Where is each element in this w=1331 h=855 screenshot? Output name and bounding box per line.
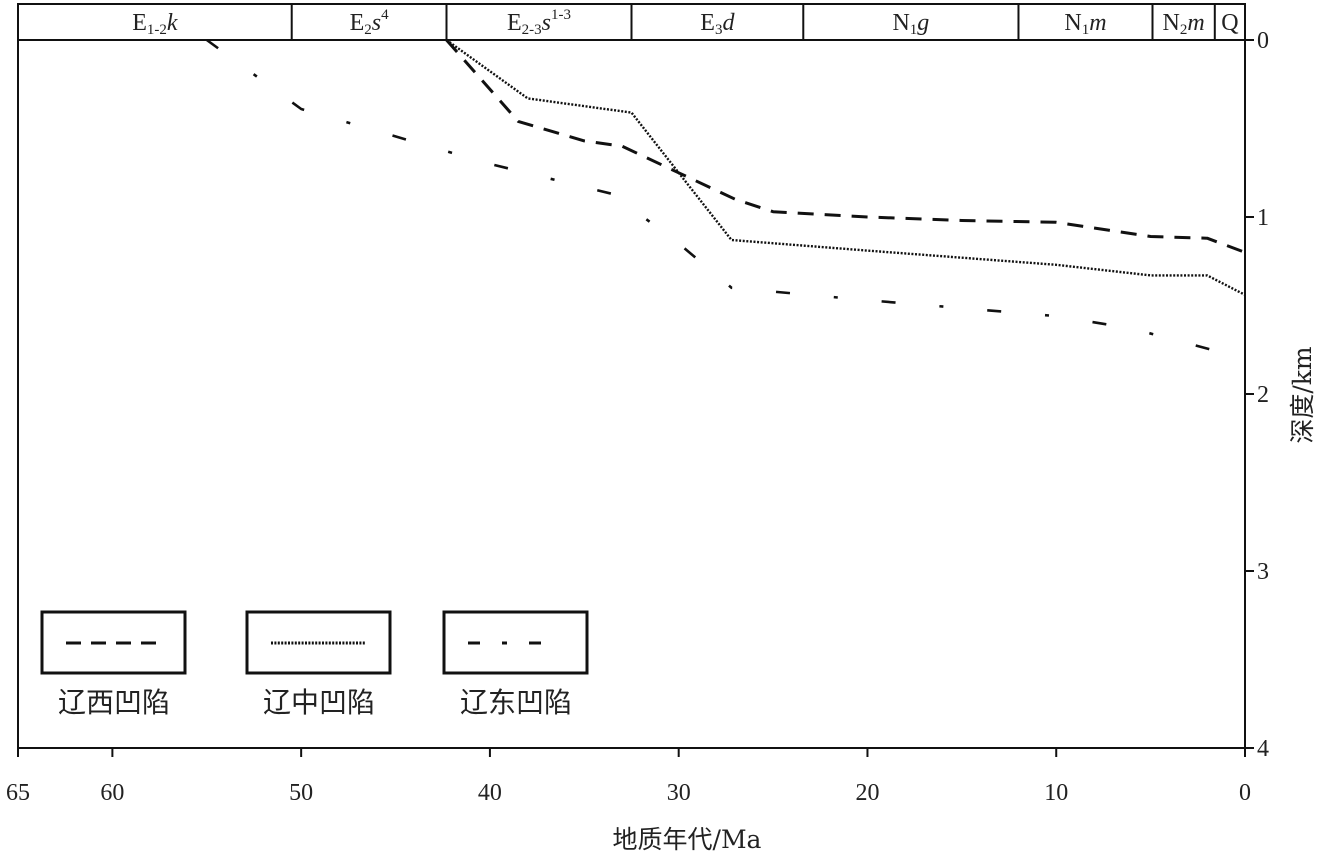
strata-label: N2m: [1163, 10, 1205, 38]
x-tick-label: 30: [667, 780, 691, 806]
legend-item: 辽西凹陷: [40, 610, 187, 719]
y-axis-title: 深度/km: [1288, 346, 1317, 444]
strata-label: E3d: [700, 10, 735, 38]
x-tick-label: 40: [478, 780, 502, 806]
series-line-2: [445, 39, 1246, 296]
x-axis-title: 地质年代/Ma: [613, 825, 762, 854]
legend-label: 辽东凹陷: [460, 686, 572, 719]
strata-label: E2-3s1-3: [507, 7, 571, 38]
y-tick-label: 0: [1257, 28, 1269, 54]
stratigraphic-column: E1-2k E2s4 E2-3s1-3 E3d N1g N1m N2m Q: [17, 3, 1246, 41]
legend-box: [245, 610, 392, 675]
series-line-1: [445, 39, 1246, 254]
legend-box: [442, 610, 589, 675]
x-tick-label: 50: [289, 780, 313, 806]
legend: 辽西凹陷 辽中凹陷 辽东凹陷: [40, 610, 589, 719]
strata-label: E1-2k: [132, 10, 178, 38]
y-tick-label: 4: [1257, 736, 1269, 762]
legend-label: 辽中凹陷: [263, 686, 375, 719]
x-tick-label: 60: [100, 780, 124, 806]
strata-label: N1m: [1064, 10, 1106, 38]
x-tick-label: 65: [6, 780, 30, 806]
legend-box: [40, 610, 187, 675]
y-tick-label: 2: [1257, 382, 1269, 408]
strata-label: E2s4: [350, 7, 390, 38]
series-lines: [206, 38, 1246, 360]
x-tick-label: 20: [855, 780, 879, 806]
legend-item: 辽中凹陷: [245, 610, 392, 719]
x-tick-label: 0: [1239, 780, 1251, 806]
axes: 65 60 50 40 30 20 10 0 0 1 2 3 4: [6, 28, 1269, 806]
legend-item: 辽东凹陷: [442, 610, 589, 719]
y-tick-label: 1: [1257, 205, 1269, 231]
y-tick-label: 3: [1257, 559, 1269, 585]
x-tick-label: 10: [1044, 780, 1068, 806]
strata-label: N1g: [892, 10, 929, 38]
strata-label: Q: [1221, 10, 1238, 36]
series-line-3: [206, 38, 1246, 360]
legend-label: 辽西凹陷: [58, 686, 170, 719]
